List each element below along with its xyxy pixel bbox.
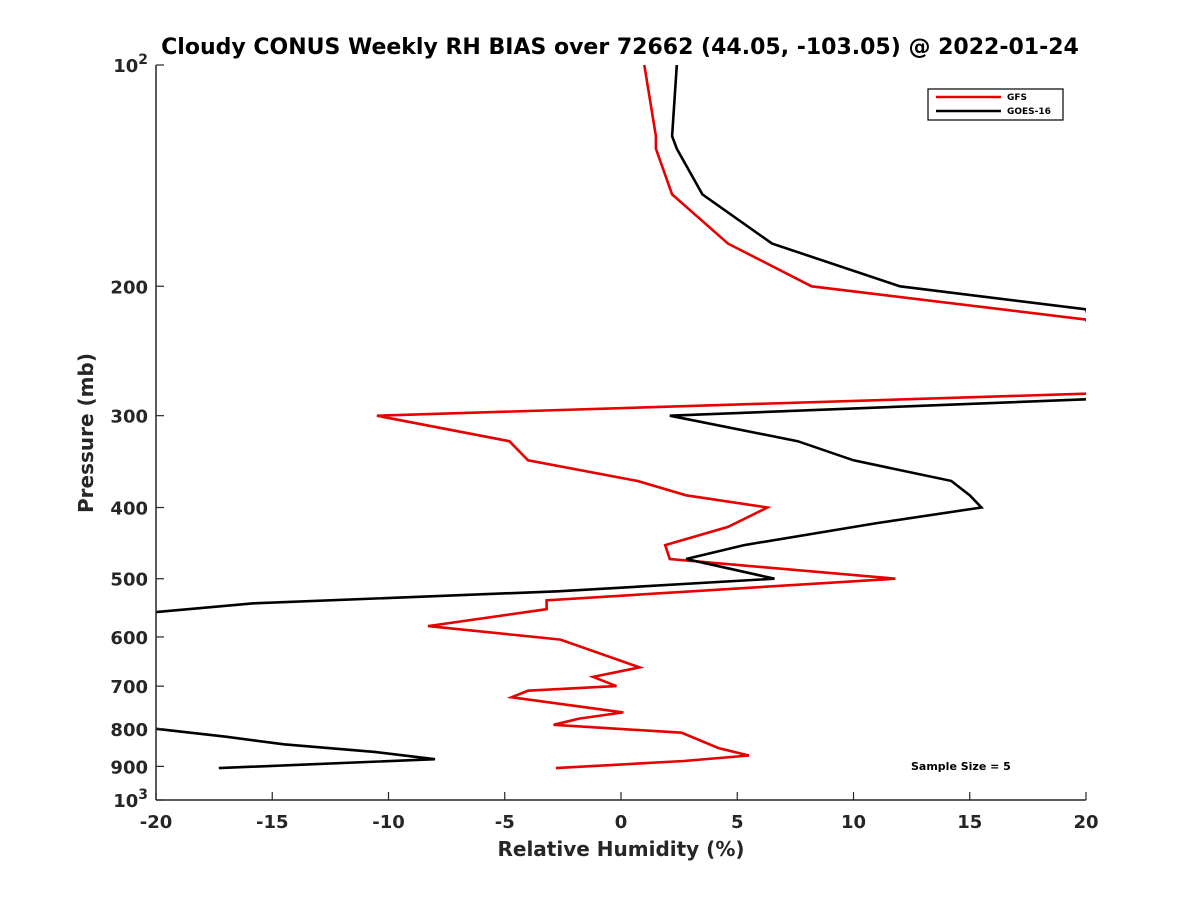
x-tick-label: 10 [841,812,866,833]
y-tick-label: 400 [110,499,148,520]
series-line-gfs [376,65,1086,770]
legend: GFS GOES-16 [927,88,1064,121]
x-tick-label: -5 [495,812,515,833]
y-tick-label: 103 [113,787,148,812]
x-tick-label: 0 [615,812,628,833]
chart-title: Cloudy CONUS Weekly RH BIAS over 72662 (… [161,35,1079,60]
y-axis-label: Pressure (mb) [74,353,98,513]
x-tick-label: -15 [256,812,289,833]
y-tick-label: 900 [110,757,148,778]
x-tick-label: -20 [140,812,173,833]
x-tick-label: 20 [1073,812,1098,833]
legend-label-goes: GOES-16 [1007,107,1051,117]
x-tick-label: 5 [731,812,744,833]
series-line-goes-16 [156,65,1086,770]
legend-label-gfs: GFS [1007,93,1027,103]
sample-size-annotation: Sample Size = 5 [911,760,1011,773]
y-axis-ticks: 102 200 300 400 500 600 700 800 900 103 [110,52,164,812]
y-tick-label: 102 [113,52,148,77]
plot-lines [156,65,1086,770]
y-tick-label: 600 [110,628,148,649]
y-tick-label: 200 [110,277,148,298]
y-tick-label: 300 [110,407,148,428]
x-tick-label: 15 [957,812,982,833]
x-tick-label: -10 [372,812,405,833]
x-axis-ticks: -20 -15 -10 -5 0 5 10 15 20 [140,792,1099,833]
x-axis-label: Relative Humidity (%) [497,837,744,861]
y-tick-label: 500 [110,570,148,591]
legend-box [927,88,1064,121]
y-tick-label: 800 [110,720,148,741]
y-tick-label: 700 [110,677,148,698]
